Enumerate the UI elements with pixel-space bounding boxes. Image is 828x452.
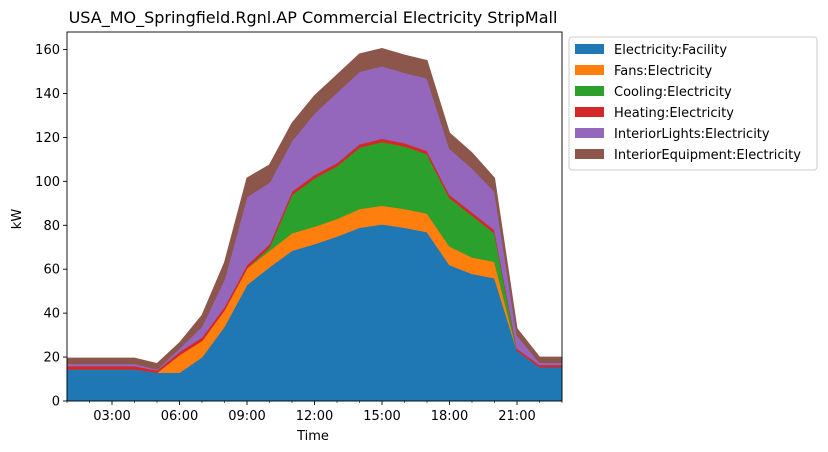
legend-swatch-cooling-electricity xyxy=(575,86,604,96)
x-tick-label: 21:00 xyxy=(498,409,535,424)
legend-swatch-interiorlights-electricity xyxy=(575,128,604,138)
legend-label-fans-electricity: Fans:Electricity xyxy=(614,64,713,79)
legend-swatch-fans-electricity xyxy=(575,65,604,75)
x-tick-label: 09:00 xyxy=(228,409,265,424)
x-tick-label: 18:00 xyxy=(431,409,468,424)
legend-swatch-electricity-facility xyxy=(575,44,604,54)
x-axis: 03:00 06:00 09:00 12:00 15:00 18:00 21:00 xyxy=(66,401,563,424)
y-tick-label: 140 xyxy=(35,87,60,102)
y-tick-label: 120 xyxy=(35,131,60,146)
legend-label-heating-electricity: Heating:Electricity xyxy=(614,106,734,121)
x-tick-label: 12:00 xyxy=(296,409,333,424)
legend-label-interiorequipment-electricity: InteriorEquipment:Electricity xyxy=(614,148,801,163)
legend-swatch-interiorequipment-electricity xyxy=(575,149,604,159)
x-tick-label: 06:00 xyxy=(161,409,198,424)
x-tick-label: 03:00 xyxy=(93,409,130,424)
legend-label-electricity-facility: Electricity:Facility xyxy=(614,43,727,58)
legend-swatch-heating-electricity xyxy=(575,107,604,117)
y-tick-label: 60 xyxy=(43,263,60,278)
x-axis-title: Time xyxy=(296,429,329,444)
y-tick-label: 160 xyxy=(35,43,60,58)
y-axis: 0 20 40 60 80 100 120 140 160 xyxy=(35,43,67,410)
y-tick-label: 100 xyxy=(35,175,60,190)
y-tick-label: 0 xyxy=(52,395,60,410)
legend: Electricity:Facility Fans:Electricity Cool… xyxy=(568,36,818,171)
y-tick-label: 40 xyxy=(43,307,60,322)
legend-label-interiorlights-electricity: InteriorLights:Electricity xyxy=(614,127,770,142)
plot-frame xyxy=(66,31,563,402)
y-tick-label: 20 xyxy=(43,351,60,366)
x-tick-label: 15:00 xyxy=(363,409,400,424)
chart-title: USA_MO_Springfield.Rgnl.AP Commercial El… xyxy=(69,8,558,28)
legend-label-cooling-electricity: Cooling:Electricity xyxy=(614,85,732,100)
y-tick-label: 80 xyxy=(43,219,60,234)
y-axis-title: kW xyxy=(10,209,25,230)
